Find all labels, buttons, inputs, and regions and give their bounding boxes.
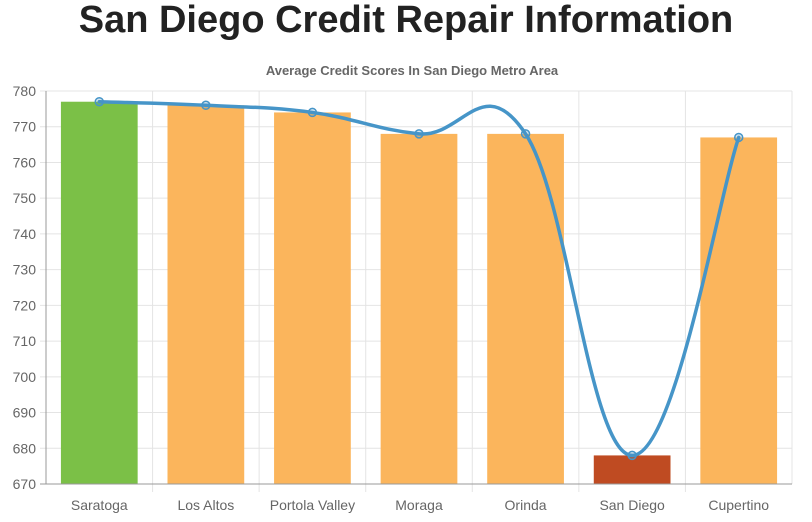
x-tick-label: Moraga (395, 497, 443, 513)
x-tick-label: Cupertino (708, 497, 769, 513)
x-tick-label: Saratoga (71, 497, 128, 513)
y-tick-label: 770 (13, 119, 37, 135)
trend-point-san-diego (627, 450, 637, 461)
page-title: San Diego Credit Repair Information (78, 0, 734, 41)
trend-point-cupertino (733, 132, 744, 143)
y-tick-label: 700 (13, 369, 37, 385)
x-tick-label: Portola Valley (270, 497, 355, 513)
y-tick-label: 720 (13, 297, 37, 313)
trend-line (97, 99, 741, 458)
y-tick-label: 780 (13, 83, 37, 99)
chart-title: Average Credit Scores In San Diego Metro… (266, 63, 559, 78)
trend-point-orinda (520, 129, 531, 139)
y-tick-label: 690 (13, 405, 37, 421)
bar-san-diego (593, 455, 671, 484)
x-tick-label: San Diego (599, 497, 665, 513)
y-tick-label: 740 (13, 226, 37, 242)
trend-point-saratoga (94, 96, 105, 107)
trend-line-layer (94, 96, 744, 461)
bar-orinda (487, 133, 564, 484)
trend-point-moraga (414, 129, 424, 139)
bar-cupertino (700, 137, 778, 485)
y-tick-label: 710 (13, 333, 37, 349)
y-tick-label: 670 (13, 476, 37, 492)
x-tick-label: Los Altos (177, 497, 234, 513)
y-tick-label: 730 (13, 262, 37, 278)
bars (60, 101, 778, 485)
bar-los-altos (167, 105, 245, 485)
bar-saratoga (60, 101, 138, 484)
trend-point-portola-valley (307, 107, 318, 118)
bar-portola-valley (274, 112, 351, 484)
y-tick-label: 680 (13, 440, 37, 456)
axes: 670 680 690 700 710 720 730 740 750 760 770 780 Sara… (13, 83, 792, 513)
trend-point-los-altos (201, 100, 211, 111)
y-tick-label: 760 (13, 154, 37, 170)
bar-moraga (380, 133, 458, 484)
y-tick-label: 750 (13, 190, 37, 206)
x-tick-label: Orinda (505, 497, 547, 513)
